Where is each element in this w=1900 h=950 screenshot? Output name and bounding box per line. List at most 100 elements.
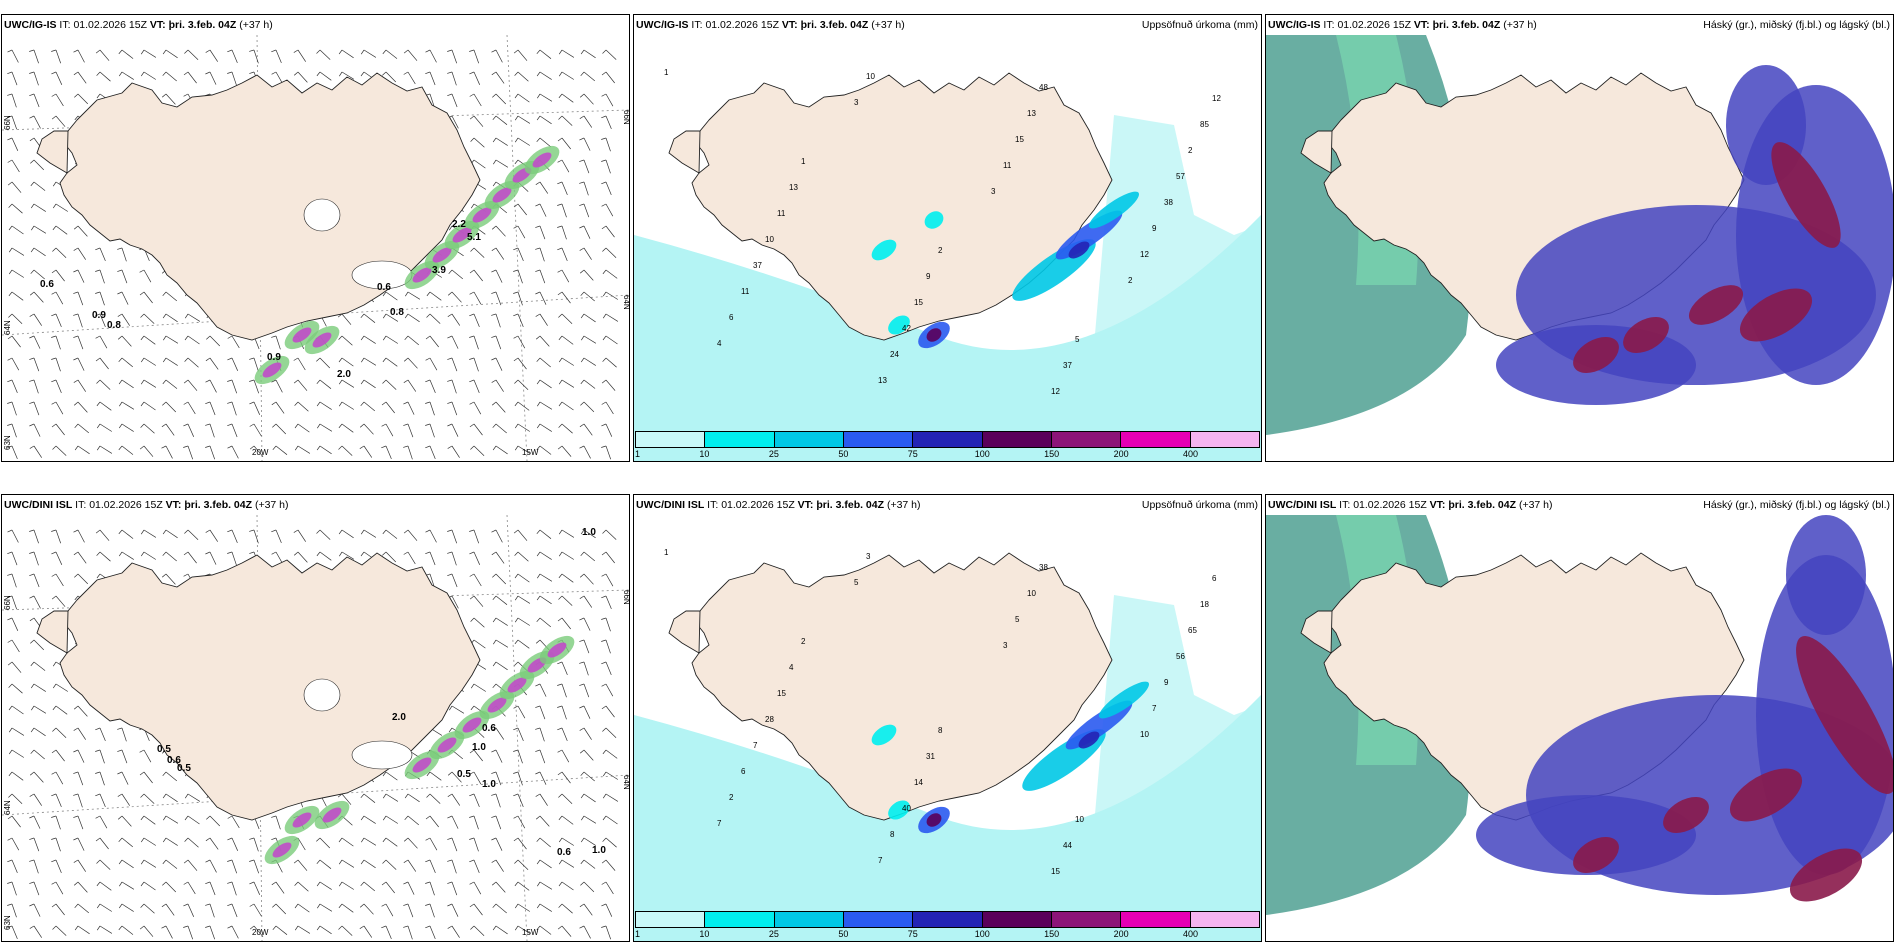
wind-barb bbox=[51, 291, 64, 305]
wind-barb bbox=[140, 423, 155, 434]
wind-value-label: 0.6 bbox=[40, 279, 54, 290]
wind-barb bbox=[580, 793, 596, 803]
wind-barb bbox=[535, 771, 547, 785]
wind-barb bbox=[558, 313, 573, 324]
precip-value-label: 2 bbox=[938, 246, 943, 255]
wind-barb bbox=[558, 529, 575, 538]
wind-barb bbox=[162, 379, 178, 389]
colorbar-tick: 150 bbox=[1044, 449, 1060, 459]
wind-barb bbox=[249, 357, 259, 372]
wind-barb bbox=[447, 93, 458, 108]
wind-barb bbox=[580, 771, 595, 782]
wind-barb bbox=[535, 247, 545, 262]
wind-barb bbox=[140, 401, 156, 411]
wind-barb bbox=[205, 881, 216, 896]
wind-barb bbox=[95, 291, 105, 306]
wind-value-label: 0.5 bbox=[157, 744, 171, 755]
wind-barb bbox=[513, 269, 523, 284]
wind-barb bbox=[579, 203, 590, 218]
wind-barb bbox=[162, 837, 178, 846]
precip-value-label: 15 bbox=[777, 689, 786, 698]
low-cloud-blob bbox=[1623, 316, 1669, 354]
colorbar-segment bbox=[1051, 432, 1122, 447]
wind-barb bbox=[535, 335, 550, 347]
westfjords-land bbox=[36, 610, 69, 654]
wind-barb bbox=[52, 683, 68, 692]
wind-barb bbox=[51, 335, 61, 350]
wind-barb bbox=[469, 93, 482, 107]
wind-barb bbox=[162, 401, 177, 413]
colorbar-tick: 100 bbox=[974, 929, 990, 939]
wind-barb bbox=[184, 837, 199, 848]
wind-barb bbox=[557, 269, 570, 283]
glacier bbox=[303, 678, 341, 712]
precip-blob-purple bbox=[292, 327, 312, 343]
wind-barb bbox=[227, 445, 239, 459]
wind-barb bbox=[117, 793, 130, 806]
wind-barb bbox=[118, 551, 134, 560]
lat-label-66n-right: 66N bbox=[622, 110, 629, 125]
wind-barb bbox=[7, 903, 17, 918]
lat-label-64n-right: 64N bbox=[622, 295, 629, 310]
wind-barb bbox=[381, 925, 392, 940]
wind-barb bbox=[447, 793, 461, 806]
wind-barb bbox=[470, 925, 485, 936]
wind-barb bbox=[382, 291, 398, 301]
wind-barb bbox=[183, 551, 197, 564]
wind-barb bbox=[602, 793, 619, 802]
wind-barb bbox=[30, 269, 45, 280]
precip-value-label: 24 bbox=[890, 350, 899, 359]
panel-precip-dini[interactable]: UWC/DINI ISL IT: 01.02.2026 15Z VT: þri.… bbox=[633, 494, 1262, 942]
wind-barb bbox=[183, 445, 194, 460]
wind-barb bbox=[7, 573, 17, 588]
wind-barb bbox=[580, 49, 596, 59]
westfjords-land bbox=[36, 130, 69, 174]
wind-barb bbox=[492, 595, 508, 605]
precip-value-label: 7 bbox=[1152, 704, 1157, 713]
wind-barb bbox=[535, 313, 548, 326]
wind-barb bbox=[536, 115, 552, 125]
wind-barb bbox=[602, 357, 617, 368]
wind-barb bbox=[469, 529, 480, 544]
wind-barb bbox=[580, 291, 595, 302]
low-cloud-blob bbox=[1573, 336, 1619, 374]
wind-barb bbox=[227, 881, 237, 896]
wind-barb bbox=[8, 313, 23, 324]
wind-barb bbox=[227, 529, 238, 544]
wind-barb bbox=[425, 445, 436, 460]
wind-barb bbox=[558, 71, 574, 80]
panel-cloud-ig[interactable]: UWC/IG-IS IT: 01.02.2026 15Z VT: þri. 3.… bbox=[1265, 14, 1894, 462]
colorbar-segment bbox=[1121, 432, 1191, 447]
panel-wind-ig[interactable]: UWC/IG-IS IT: 01.02.2026 15Z VT: þri. 3.… bbox=[1, 14, 630, 462]
panel-header: UWC/IG-IS IT: 01.02.2026 15Z VT: þri. 3.… bbox=[4, 19, 273, 31]
precip-value-label: 10 bbox=[765, 235, 774, 244]
wind-barb bbox=[7, 181, 22, 193]
panel-wind-dini[interactable]: UWC/DINI ISL IT: 01.02.2026 15Z VT: þri.… bbox=[1, 494, 630, 942]
precip-value-label: 65 bbox=[1188, 626, 1197, 635]
panel-cloud-dini[interactable]: UWC/DINI ISL IT: 01.02.2026 15Z VT: þri.… bbox=[1265, 494, 1894, 942]
precip-value-label: 10 bbox=[866, 72, 875, 81]
lon-label-15w: 15W bbox=[522, 928, 539, 937]
product-title: Háský (gr.), miðský (fj.bl.) og lágský (… bbox=[1703, 19, 1890, 31]
precip-blob-purple bbox=[547, 642, 567, 658]
wind-barb bbox=[535, 225, 546, 240]
wind-barb bbox=[29, 357, 40, 372]
panel-precip-ig[interactable]: UWC/IG-IS IT: 01.02.2026 15Z VT: þri. 3.… bbox=[633, 14, 1262, 462]
wind-barb bbox=[536, 859, 552, 869]
wind-value-label: 5.1 bbox=[467, 232, 481, 243]
wind-barb bbox=[601, 881, 614, 895]
wind-barb bbox=[30, 639, 45, 651]
wind-barb bbox=[294, 925, 311, 934]
wind-barb bbox=[7, 639, 20, 653]
wind-barb bbox=[73, 401, 88, 413]
wind-barb bbox=[316, 529, 331, 540]
wind-barb bbox=[162, 551, 177, 562]
precip-value-label: 11 bbox=[777, 209, 786, 218]
wind-barb bbox=[140, 793, 155, 804]
wind-barb bbox=[29, 903, 41, 917]
precip-value-label: 7 bbox=[753, 741, 758, 750]
wind-barb bbox=[140, 49, 157, 58]
wind-barb bbox=[601, 137, 611, 152]
precip-blob bbox=[1078, 731, 1100, 749]
wind-barb bbox=[491, 881, 506, 893]
